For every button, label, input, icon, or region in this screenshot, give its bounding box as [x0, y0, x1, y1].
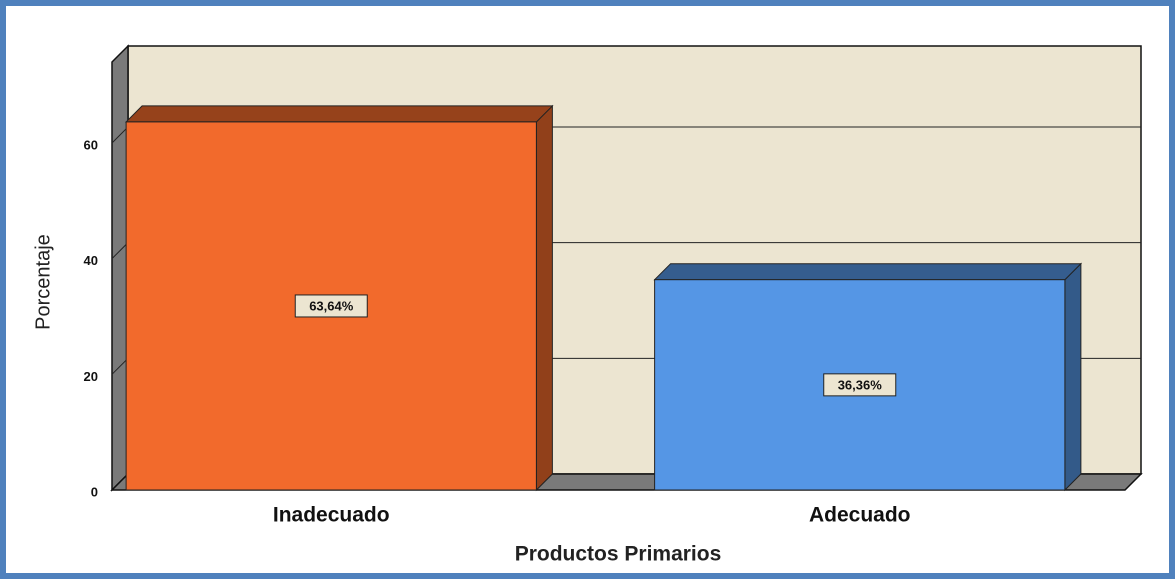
bar-top — [653, 263, 1083, 281]
grid-line — [111, 357, 129, 375]
value-label: 63,64% — [309, 298, 354, 313]
grid-line — [111, 242, 129, 260]
grid-line — [111, 126, 129, 144]
y-tick-label: 0 — [91, 484, 98, 499]
y-tick-label: 40 — [84, 253, 98, 268]
y-tick-label: 60 — [84, 137, 98, 152]
bar-top — [124, 105, 554, 123]
y-axis-title: Porcentaje — [32, 234, 54, 330]
x-tick-label: Inadecuado — [273, 504, 390, 527]
side-wall — [111, 44, 129, 492]
y-tick-label: 20 — [84, 369, 98, 384]
value-label: 36,36% — [838, 377, 883, 392]
bar-side — [1064, 262, 1082, 492]
bar-side — [535, 104, 553, 492]
x-tick-label: Adecuado — [809, 504, 911, 527]
value-label-box — [823, 373, 897, 397]
x-axis-title: Productos Primarios — [515, 543, 722, 566]
value-label-box — [294, 294, 368, 318]
